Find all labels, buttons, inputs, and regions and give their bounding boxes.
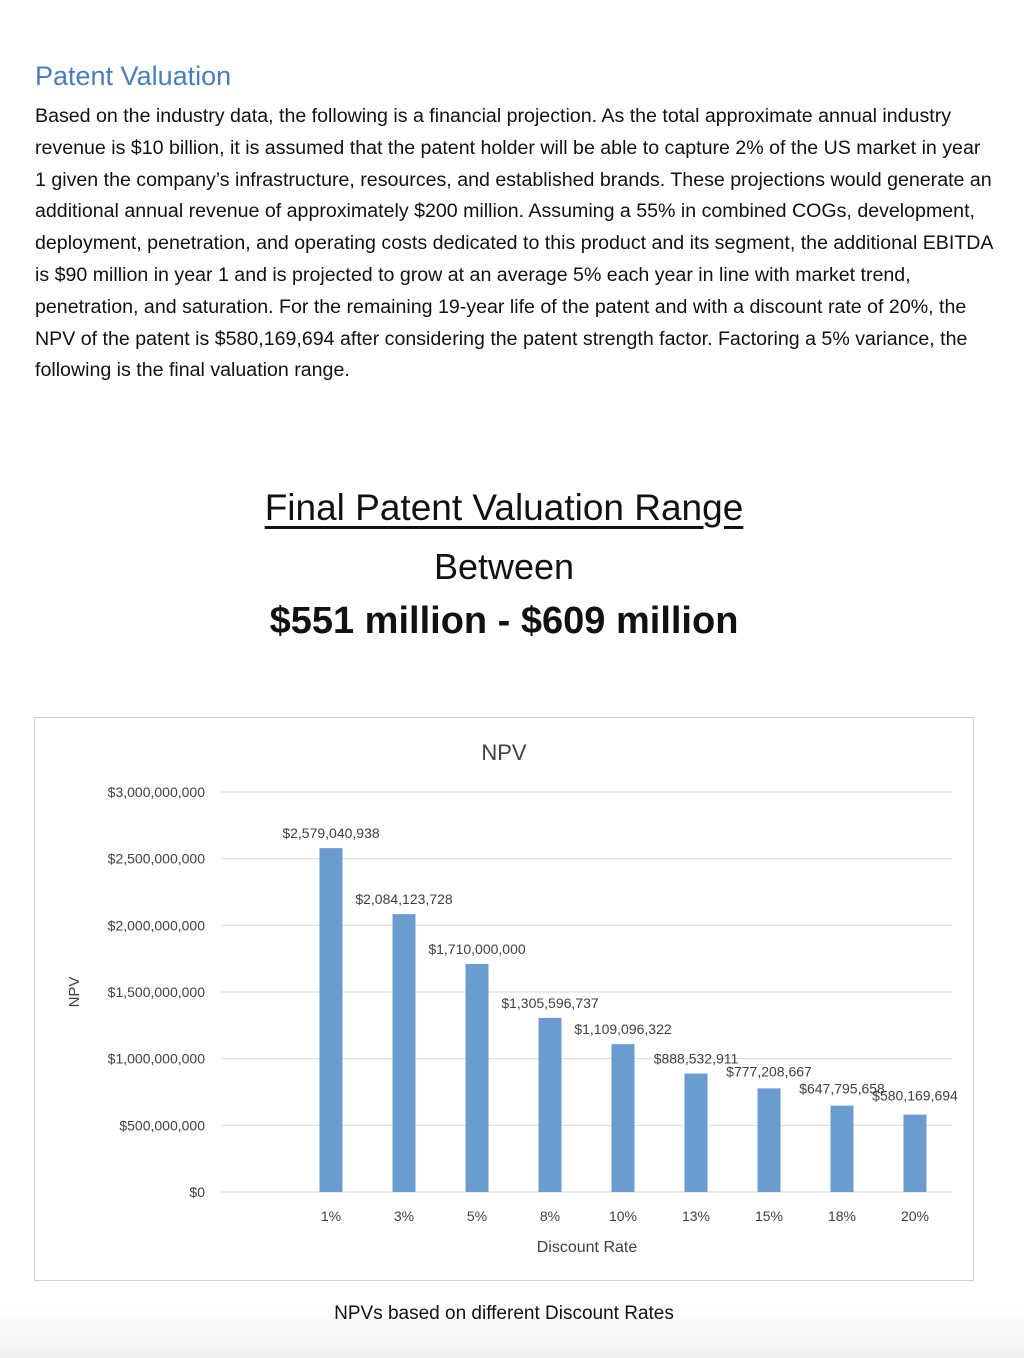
x-tick-label: 3% [394,1208,414,1224]
npv-chart: $0 $500,000,000 $1,000,000,000 $1,500,000,0… [34,717,974,1281]
valuation-between-label: Between [433,546,575,587]
y-tick-label: $500,000,000 [119,1117,205,1133]
npv-chart-svg: $0 $500,000,000 $1,000,000,000 $1,500,000,0… [66,740,958,1256]
section-paragraph: Based on the industry data, the followin… [35,105,993,382]
y-tick-label: $3,000,000,000 [108,784,206,800]
data-label: $1,109,096,322 [574,1021,672,1037]
y-tick-label: $2,500,000,000 [108,851,206,867]
page-bottom-shade [0,1310,1024,1358]
y-tick-label: $2,000,000,000 [108,917,206,933]
y-tick-label: $1,000,000,000 [108,1051,206,1067]
x-tick-label: 1% [321,1208,341,1224]
bar-15pct [757,1088,781,1192]
chart-title: NPV [481,740,527,765]
bar-20pct [903,1114,927,1192]
data-label: $580,169,694 [872,1088,958,1104]
section-heading: Patent Valuation [35,61,232,91]
chart-caption: NPVs based on different Discount Rates [334,1303,674,1324]
x-axis-title: Discount Rate [537,1239,638,1256]
data-label: $2,579,040,938 [282,825,380,841]
data-label: $777,208,667 [726,1063,812,1079]
data-label: $647,795,658 [799,1081,885,1097]
bar-18pct [830,1105,854,1192]
x-tick-label: 18% [828,1208,856,1224]
valuation-range-title: Final Patent Valuation Range [264,487,744,528]
x-tick-label: 5% [467,1208,487,1224]
y-axis-title: NPV [66,977,83,1008]
bar-10pct [611,1044,635,1192]
x-tick-label: 13% [682,1208,710,1224]
x-tick-label: 10% [609,1208,637,1224]
y-tick-label: $1,500,000,000 [108,984,206,1000]
y-tick-label: $0 [189,1184,205,1200]
x-tick-label: 8% [540,1208,560,1224]
bar-3pct [392,914,416,1192]
bar-13pct [684,1073,708,1192]
x-tick-label: 20% [901,1208,929,1224]
bar-1pct [319,848,343,1192]
data-label: $888,532,911 [654,1051,739,1067]
bar-5pct [465,964,489,1192]
valuation-range-value: $551 million - $609 million [269,600,739,642]
data-label: $1,305,596,737 [501,995,599,1011]
data-label: $2,084,123,728 [355,891,453,907]
data-label: $1,710,000,000 [428,941,526,957]
x-tick-label: 15% [755,1208,783,1224]
bar-8pct [538,1017,562,1192]
